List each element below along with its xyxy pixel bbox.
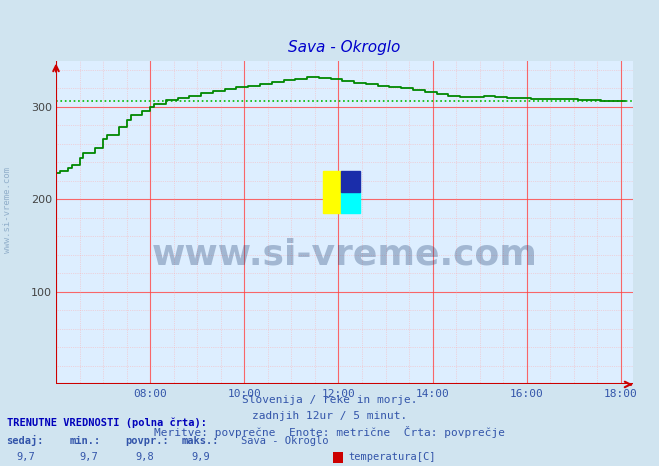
Text: 9,7: 9,7 (79, 452, 98, 462)
Text: Meritve: povprečne  Enote: metrične  Črta: povprečje: Meritve: povprečne Enote: metrične Črta:… (154, 426, 505, 438)
Bar (341, 192, 360, 213)
Text: zadnjih 12ur / 5 minut.: zadnjih 12ur / 5 minut. (252, 411, 407, 421)
Title: Sava - Okroglo: Sava - Okroglo (288, 40, 401, 55)
Text: www.si-vreme.com: www.si-vreme.com (152, 238, 537, 272)
Text: www.si-vreme.com: www.si-vreme.com (3, 167, 13, 253)
Text: 9,8: 9,8 (135, 452, 154, 462)
Text: 9,9: 9,9 (191, 452, 210, 462)
Text: min.:: min.: (69, 436, 100, 446)
Text: TRENUTNE VREDNOSTI (polna črta):: TRENUTNE VREDNOSTI (polna črta): (7, 418, 206, 428)
Text: temperatura[C]: temperatura[C] (349, 452, 436, 462)
Text: 9,7: 9,7 (16, 452, 35, 462)
Bar (341, 171, 360, 192)
Bar (323, 171, 341, 213)
Text: povpr.:: povpr.: (125, 436, 169, 446)
Text: Sava - Okroglo: Sava - Okroglo (241, 436, 328, 446)
Text: sedaj:: sedaj: (7, 435, 44, 446)
Text: Slovenija / reke in morje.: Slovenija / reke in morje. (242, 395, 417, 405)
Text: maks.:: maks.: (181, 436, 219, 446)
